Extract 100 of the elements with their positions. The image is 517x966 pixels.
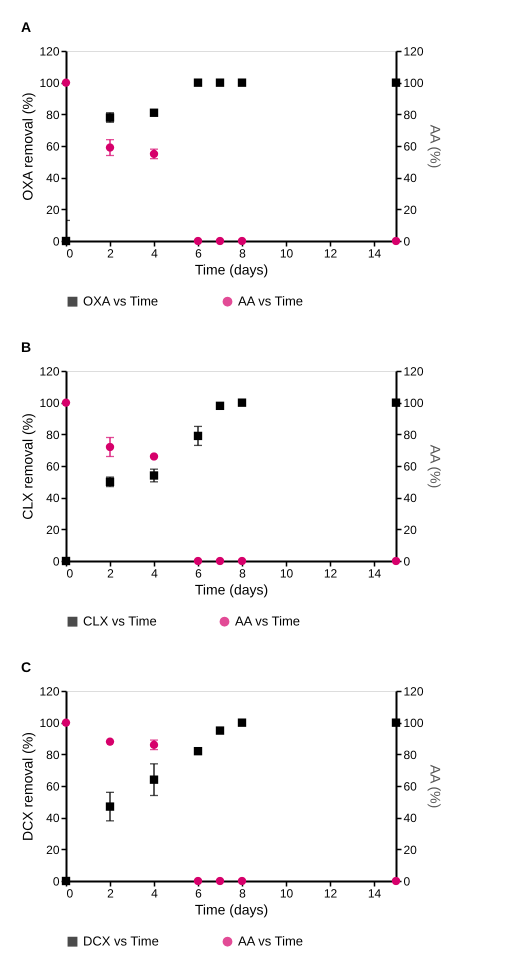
y2-tick-label: 40 (404, 491, 418, 506)
y-tick-label: 60 (46, 780, 60, 794)
y-tick-label: 0 (52, 234, 60, 248)
x-tick-label: 0 (66, 886, 74, 900)
y-tick-label: 0 (52, 554, 60, 568)
point (194, 78, 202, 87)
legend-label: DCX vs Time (83, 934, 159, 949)
point (106, 143, 114, 152)
legend-label: AA vs Time (238, 294, 304, 309)
x-tick-label: 12 (324, 566, 338, 580)
point (216, 556, 224, 566)
x-tick-label: 0 (66, 246, 74, 260)
y2-tick-label: 100 (404, 76, 424, 90)
x-tick-label: 0 (66, 566, 74, 580)
y-tick-label: 120 (39, 44, 60, 58)
y2-tick-label: 100 (404, 396, 424, 410)
x-tick-label: 2 (107, 886, 114, 900)
y2-tick-label: 80 (404, 108, 418, 122)
chart-title: A (20, 19, 32, 35)
y2-tick-label: 120 (404, 44, 424, 58)
y-tick-label: 100 (39, 76, 60, 90)
x-axis-title: Time (days) (194, 582, 268, 598)
y2-tick-label: 100 (404, 716, 424, 730)
point (150, 775, 158, 784)
y-tick-label: 20 (46, 522, 60, 537)
x-tick-label: 8 (239, 566, 246, 580)
x-tick-label: 6 (195, 566, 202, 580)
x-tick-label: 14 (368, 886, 382, 900)
point (216, 236, 224, 246)
point (392, 718, 400, 727)
point (238, 78, 246, 87)
point (194, 432, 202, 440)
x-tick-label: 4 (151, 886, 158, 900)
x-tick-label: 14 (368, 566, 382, 580)
x-tick-label: 6 (195, 886, 202, 900)
point (216, 726, 224, 735)
x-axis-title: Time (days) (194, 262, 268, 278)
y2-tick-label: 80 (404, 428, 418, 442)
point (62, 398, 70, 407)
y-tick-label: 80 (46, 748, 60, 762)
legend-label: OXA vs Time (83, 294, 158, 309)
x-tick-label: 12 (324, 246, 338, 260)
point (216, 78, 224, 87)
point (216, 402, 224, 410)
chart-title: B (20, 339, 32, 355)
point (392, 398, 400, 407)
point (216, 876, 224, 886)
y2-tick-label: 40 (404, 171, 418, 186)
y2-tick-label: 80 (404, 748, 418, 762)
y-tick-label: 60 (46, 460, 60, 474)
y2-tick-label: 60 (404, 140, 418, 154)
point (62, 78, 70, 87)
y2-tick-label: 0 (404, 234, 410, 248)
x-tick-label: 10 (280, 566, 294, 580)
point (238, 876, 246, 886)
x-tick-label: 10 (280, 246, 294, 260)
legend-label: CLX vs Time (83, 614, 157, 629)
y2-tick-label: 20 (404, 842, 418, 857)
point (150, 108, 158, 117)
x-tick-label: 6 (195, 246, 202, 260)
y2-tick-label: 0 (404, 874, 410, 888)
point (106, 802, 114, 811)
x-axis-title: Time (days) (194, 902, 268, 918)
point (62, 718, 70, 727)
y-tick-label: 0 (52, 874, 60, 888)
point (238, 556, 246, 566)
x-tick-label: 2 (107, 246, 114, 260)
y2-tick-label: 120 (404, 684, 424, 698)
y2-axis-title: AA (%) (428, 444, 444, 488)
y2-tick-label: 0 (404, 554, 410, 568)
y-tick-label: 20 (46, 202, 60, 217)
point (194, 876, 202, 886)
y-tick-label: 80 (46, 428, 60, 442)
y2-axis-title: AA (%) (428, 124, 444, 168)
y2-tick-label: 40 (404, 811, 418, 826)
y-tick-label: 40 (46, 491, 60, 506)
y-tick-label: 40 (46, 171, 60, 186)
x-tick-label: 12 (324, 886, 338, 900)
x-tick-label: 8 (239, 246, 246, 260)
y-tick-label: 120 (39, 364, 60, 378)
y-axis-title: CLX removal (%) (19, 413, 36, 520)
y-tick-label: 60 (46, 140, 60, 154)
point (106, 737, 114, 746)
point (194, 236, 202, 246)
y-tick-label: 40 (46, 811, 60, 826)
y2-tick-label: 60 (404, 460, 418, 474)
point (106, 442, 114, 452)
y-tick-label: 100 (39, 716, 60, 730)
y2-tick-label: 20 (404, 202, 418, 217)
x-tick-label: 8 (239, 886, 246, 900)
x-tick-label: 10 (280, 886, 294, 900)
point (238, 236, 246, 246)
legend-label: AA vs Time (235, 614, 300, 629)
point (392, 78, 400, 87)
legend-label: AA vs Time (238, 934, 304, 949)
y-tick-label: 20 (46, 842, 60, 857)
point (238, 398, 246, 407)
y-tick-label: 80 (46, 108, 60, 122)
point (238, 718, 246, 727)
x-tick-label: 2 (107, 566, 114, 580)
